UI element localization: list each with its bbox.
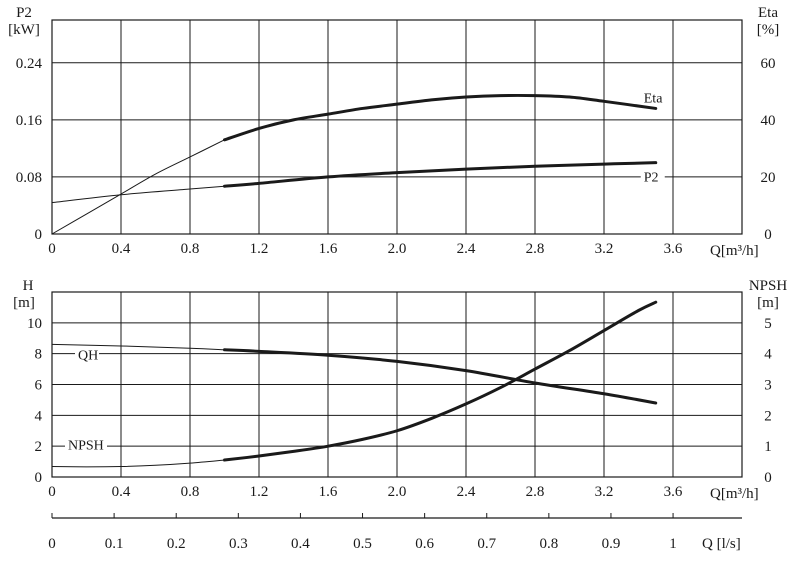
secondary-tick-label: 0	[48, 536, 56, 552]
y-right-tick-label: 0	[764, 227, 772, 243]
series-label-p2: P2	[644, 171, 659, 186]
x-tick-label: 3.2	[595, 241, 614, 257]
series-label-qh: QH	[78, 349, 98, 364]
x-tick-label: 2.8	[526, 484, 545, 500]
x-tick-label: 3.6	[664, 241, 683, 257]
series-qh-extended	[51, 343, 225, 351]
y-right-tick-label: 20	[761, 170, 776, 186]
y-right-tick-label: 3	[764, 378, 772, 394]
x-tick-label: 0.4	[112, 241, 131, 257]
y-left-tick-label: 0	[35, 227, 43, 243]
secondary-tick-label: 1	[669, 536, 677, 552]
secondary-tick-label: 0.1	[105, 536, 124, 552]
y-right-tick-label: 40	[761, 113, 776, 129]
chart-panel-top: 0 0.4 0.8 1.2 1.6 2.0 2.4 2.8 3.2 3.6 Q[m³/h] 0 0.08…	[8, 5, 779, 259]
x-tick-label: 3.6	[664, 484, 683, 500]
secondary-tick-label: 0.2	[167, 536, 186, 552]
y-right-unit: [m]	[757, 295, 779, 311]
y-left-tick-label: 8	[35, 347, 43, 363]
y-left-tick-label: 0.16	[16, 113, 43, 129]
y-left-tick-label: 6	[35, 378, 43, 394]
y-left-tick-label: 10	[27, 316, 42, 332]
y-left-unit: [m]	[13, 295, 35, 311]
secondary-x-axis: 0 0.1 0.2 0.3 0.4 0.5 0.6 0.7 0.8 0.9 1 Q [l/s]	[48, 513, 742, 552]
x-tick-label: 0.8	[181, 241, 200, 257]
series-eta-extended	[51, 139, 225, 235]
secondary-tick-label: 0.9	[602, 536, 621, 552]
series-label-eta: Eta	[644, 91, 663, 106]
x-tick-label: 0	[48, 241, 56, 257]
x-tick-label: 3.2	[595, 484, 614, 500]
x-tick-label: 2.4	[457, 241, 476, 257]
y-right-tick-label: 5	[764, 316, 772, 332]
secondary-tick-label: 0.4	[291, 536, 310, 552]
x-axis-title: Q[m³/h]	[710, 486, 759, 502]
y-left-title: H	[23, 278, 34, 294]
series-p2-extended	[51, 185, 225, 204]
y-left-unit: [kW]	[8, 22, 40, 38]
series-qh-line	[223, 348, 658, 405]
y-left-title: P2	[16, 5, 32, 21]
x-tick-label: 1.2	[250, 484, 269, 500]
series-p2-line	[223, 161, 658, 188]
series-label-bg	[75, 346, 99, 364]
x-tick-label: 0.8	[181, 484, 200, 500]
x-tick-label: 2.0	[388, 241, 407, 257]
y-right-title: NPSH	[749, 278, 788, 294]
secondary-tick-label: 0.5	[353, 536, 372, 552]
x-tick-label: 2.8	[526, 241, 545, 257]
x-axis-title: Q[m³/h]	[710, 243, 759, 259]
chart-panel-bottom: 0 0.4 0.8 1.2 1.6 2.0 2.4 2.8 3.2 3.6 Q[m³/h] 0 2 4 6 8…	[13, 278, 787, 502]
x-tick-label: 1.6	[319, 241, 338, 257]
y-left-tick-label: 2	[35, 439, 43, 455]
y-right-tick-label: 2	[764, 408, 772, 424]
plot-frame	[51, 19, 743, 235]
series-npsh-line	[223, 300, 658, 462]
series-label-bg	[640, 168, 665, 186]
x-tick-label: 2.4	[457, 484, 476, 500]
x-tick-label: 1.2	[250, 241, 269, 257]
secondary-tick-label: 0.6	[415, 536, 434, 552]
y-left-tick-label: 0.24	[16, 56, 43, 72]
y-right-tick-label: 4	[764, 347, 772, 363]
y-right-tick-label: 1	[764, 439, 772, 455]
secondary-tick-label: 0.3	[229, 536, 248, 552]
y-right-tick-label: 0	[764, 470, 772, 486]
y-right-unit: [%]	[757, 22, 780, 38]
series-label-npsh: NPSH	[68, 439, 104, 454]
x-tick-label: 1.6	[319, 484, 338, 500]
x-tick-label: 0	[48, 484, 56, 500]
secondary-axis-title: Q [l/s]	[702, 536, 741, 552]
secondary-tick-label: 0.7	[477, 536, 496, 552]
y-right-title: Eta	[758, 5, 778, 21]
series-eta-line	[223, 93, 658, 142]
x-tick-label: 2.0	[388, 484, 407, 500]
y-left-tick-label: 0	[35, 470, 43, 486]
y-left-tick-label: 0.08	[16, 170, 42, 186]
series-npsh-extended	[51, 459, 225, 468]
y-right-tick-label: 60	[761, 56, 776, 72]
secondary-tick-label: 0.8	[539, 536, 558, 552]
plot-frame	[51, 291, 743, 478]
x-tick-label: 0.4	[112, 484, 131, 500]
series-label-bg	[65, 436, 107, 454]
y-left-tick-label: 4	[35, 408, 43, 424]
